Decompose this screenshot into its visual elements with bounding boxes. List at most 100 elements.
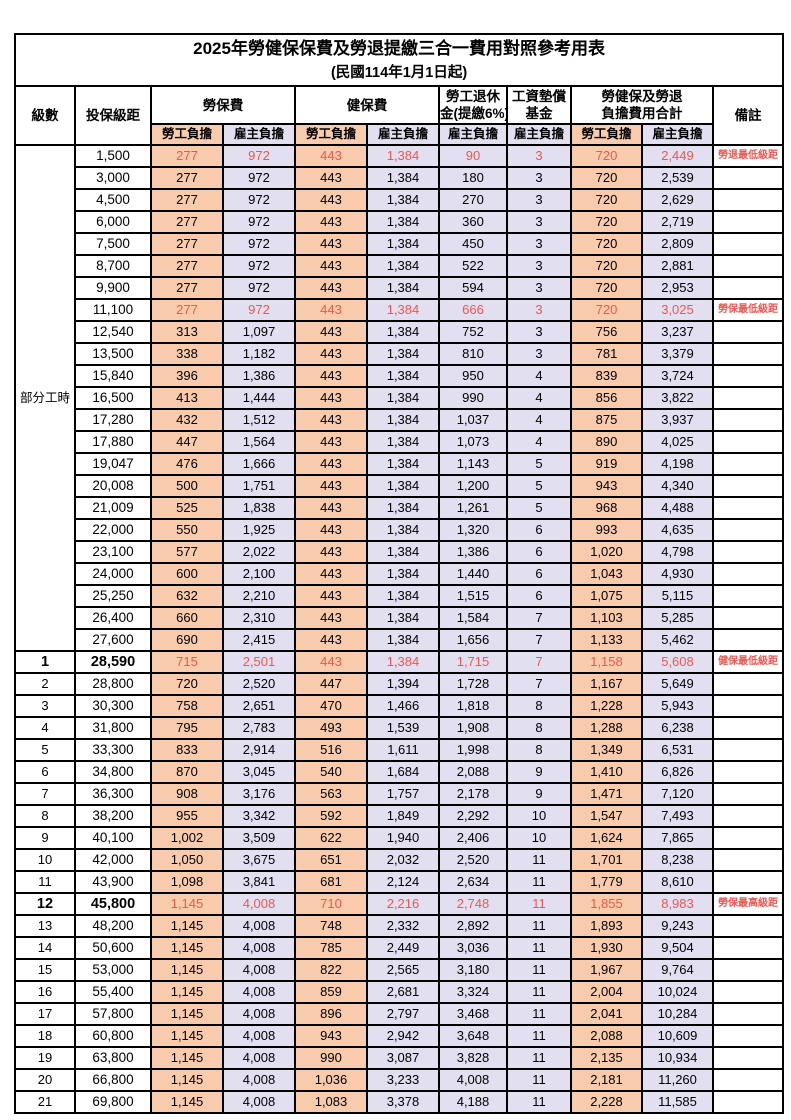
- labor-employer-fee: 1,564: [222, 430, 296, 454]
- level-cell: 14: [14, 936, 76, 960]
- wage-fund-employer-fee: 8: [506, 694, 572, 718]
- note-cell: [711, 1068, 785, 1092]
- health-employer-fee: 2,124: [366, 870, 440, 894]
- labor-employer-fee: 1,512: [222, 408, 296, 432]
- total-employee-fee: 1,349: [570, 738, 643, 762]
- health-employee-fee: 443: [294, 144, 368, 168]
- pension-employer-fee: 90: [438, 144, 508, 168]
- health-employee-fee: 443: [294, 298, 368, 322]
- note-cell: [711, 958, 785, 982]
- health-employee-fee: 443: [294, 276, 368, 300]
- health-employee-fee: 443: [294, 606, 368, 630]
- health-employer-fee: 1,539: [366, 716, 440, 740]
- labor-employee-fee: 338: [150, 342, 224, 366]
- total-employee-fee: 720: [570, 166, 643, 190]
- note-cell: [711, 210, 785, 234]
- pension-employer-fee: 180: [438, 166, 508, 190]
- total-employee-fee: 1,158: [570, 650, 643, 674]
- col-header-level: 級數: [14, 85, 76, 146]
- labor-employee-fee: 500: [150, 474, 224, 498]
- table-row: 17 57,800 1,145 4,008 896 2,797 3,468 11 2,041 10…: [14, 1002, 785, 1026]
- total-employee-fee: 1,967: [570, 958, 643, 982]
- health-employee-fee: 447: [294, 672, 368, 696]
- total-employee-fee: 919: [570, 452, 643, 476]
- health-employer-fee: 3,087: [366, 1046, 440, 1070]
- pension-employer-fee: 2,178: [438, 782, 508, 806]
- health-employee-fee: 785: [294, 936, 368, 960]
- bracket-cell: 6,000: [74, 210, 152, 234]
- health-employer-fee: 2,565: [366, 958, 440, 982]
- col-header-wage-fund-line1: 工資墊償: [512, 89, 566, 104]
- total-employer-fee: 4,930: [641, 562, 714, 586]
- table-row: 6 34,800 870 3,045 540 1,684 2,088 9 1,410 6,826: [14, 760, 785, 784]
- col-header-wage-fund-line2: 基金: [525, 106, 553, 121]
- table-row: 12 45,800 1,145 4,008 710 2,216 2,748 11 1,855 8,…: [14, 892, 785, 916]
- level-cell: 2: [14, 672, 76, 696]
- labor-employee-fee: 277: [150, 254, 224, 278]
- health-employer-fee: 2,332: [366, 914, 440, 938]
- bracket-cell: 9,900: [74, 276, 152, 300]
- col-header-total: 勞健保及勞退 負擔費用合計: [570, 85, 714, 125]
- total-employer-fee: 8,610: [641, 870, 714, 894]
- wage-fund-employer-fee: 3: [506, 166, 572, 190]
- total-employer-fee: 5,285: [641, 606, 714, 630]
- bracket-cell: 53,000: [74, 958, 152, 982]
- bracket-cell: 7,500: [74, 232, 152, 256]
- col-header-pension: 勞工退休 金(提繳6%): [438, 85, 508, 125]
- note-cell: [711, 848, 785, 872]
- total-employee-fee: 1,043: [570, 562, 643, 586]
- wage-fund-employer-fee: 11: [506, 1002, 572, 1026]
- health-employer-fee: 1,384: [366, 408, 440, 432]
- level-cell: 11: [14, 870, 76, 894]
- bracket-cell: 34,800: [74, 760, 152, 784]
- health-employee-fee: 443: [294, 562, 368, 586]
- health-employer-fee: 1,384: [366, 606, 440, 630]
- total-employer-fee: 5,608: [641, 650, 714, 674]
- labor-employer-fee: 1,751: [222, 474, 296, 498]
- wage-fund-employer-fee: 11: [506, 1090, 572, 1114]
- total-employer-fee: 4,198: [641, 452, 714, 476]
- wage-fund-employer-fee: 3: [506, 342, 572, 366]
- health-employee-fee: 493: [294, 716, 368, 740]
- labor-employer-fee: 972: [222, 298, 296, 322]
- labor-employer-fee: 972: [222, 276, 296, 300]
- note-cell: [711, 518, 785, 542]
- table-row: 19 63,800 1,145 4,008 990 3,087 3,828 11 2,135 10…: [14, 1046, 785, 1070]
- note-cell: [711, 936, 785, 960]
- labor-employer-fee: 972: [222, 188, 296, 212]
- pension-employer-fee: 3,648: [438, 1024, 508, 1048]
- level-cell: 16: [14, 980, 76, 1004]
- total-employee-fee: 968: [570, 496, 643, 520]
- health-employee-fee: 443: [294, 254, 368, 278]
- wage-fund-employer-fee: 6: [506, 562, 572, 586]
- total-employee-fee: 1,471: [570, 782, 643, 806]
- pension-employer-fee: 3,468: [438, 1002, 508, 1026]
- wage-fund-employer-fee: 8: [506, 716, 572, 740]
- bracket-cell: 17,880: [74, 430, 152, 454]
- labor-employee-fee: 1,050: [150, 848, 224, 872]
- note-cell: [711, 254, 785, 278]
- pension-employer-fee: 1,908: [438, 716, 508, 740]
- health-employee-fee: 443: [294, 188, 368, 212]
- total-employer-fee: 5,115: [641, 584, 714, 608]
- labor-employee-fee: 277: [150, 232, 224, 256]
- table-row: 2 28,800 720 2,520 447 1,394 1,728 7 1,167 5,649: [14, 672, 785, 696]
- pension-employer-fee: 360: [438, 210, 508, 234]
- labor-employee-fee: 396: [150, 364, 224, 388]
- wage-fund-employer-fee: 6: [506, 518, 572, 542]
- wage-fund-employer-fee: 9: [506, 782, 572, 806]
- total-employee-fee: 720: [570, 210, 643, 234]
- level-cell: 1: [14, 650, 76, 674]
- labor-employee-fee: 908: [150, 782, 224, 806]
- total-employer-fee: 8,238: [641, 848, 714, 872]
- labor-employee-fee: 1,145: [150, 1024, 224, 1048]
- labor-employer-fee: 2,501: [222, 650, 296, 674]
- health-employee-fee: 748: [294, 914, 368, 938]
- table-row: 11,100 277 972 443 1,384 666 3 720 3,025 勞保最低級距: [15, 298, 785, 322]
- bracket-cell: 3,000: [74, 166, 152, 190]
- labor-employer-fee: 2,783: [222, 716, 296, 740]
- health-employee-fee: 710: [294, 892, 368, 916]
- total-employee-fee: 890: [570, 430, 643, 454]
- level-cell: 17: [14, 1002, 76, 1026]
- labor-employer-fee: 2,520: [222, 672, 296, 696]
